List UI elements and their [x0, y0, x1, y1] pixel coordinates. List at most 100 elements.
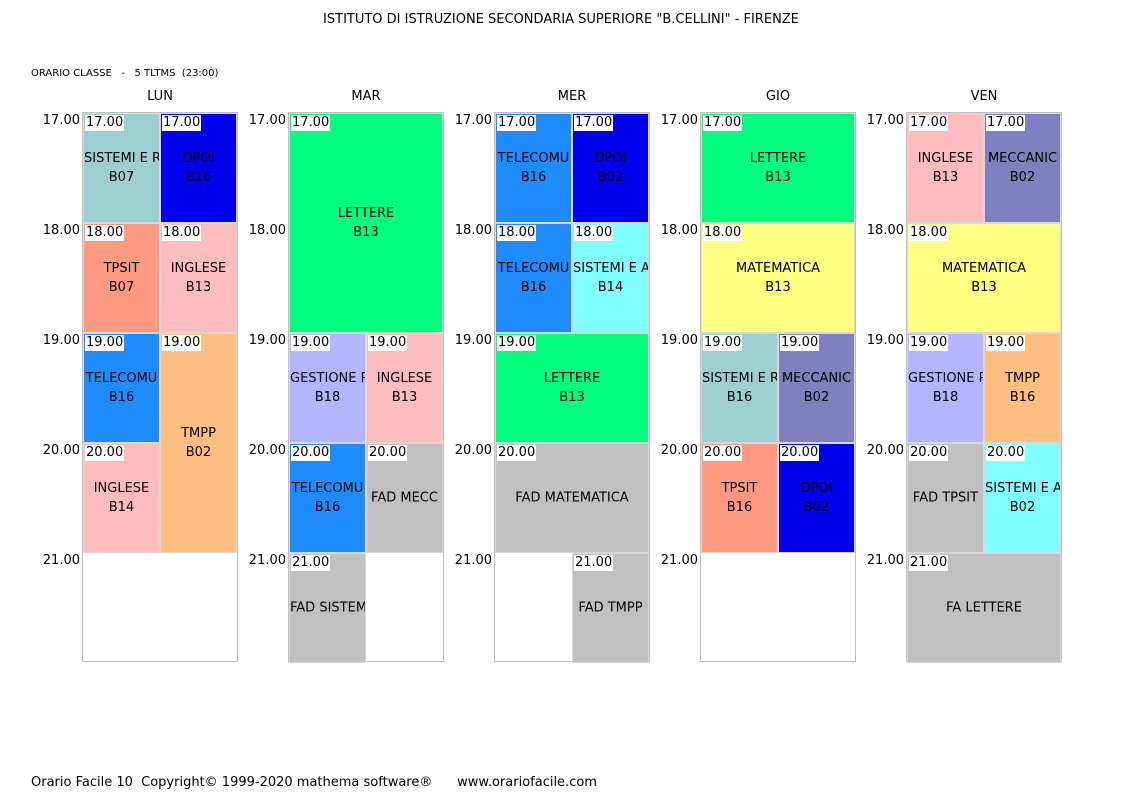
lesson-room: B16: [520, 280, 547, 295]
lesson-info: TPSIT B16: [702, 479, 777, 517]
lesson-cell[interactable]: 20.00 FAD TPSIT: [907, 443, 984, 553]
lesson-cell[interactable]: 17.00 INGLESE B13: [907, 113, 984, 223]
lesson-cell[interactable]: 17.00 DPOI B02: [572, 113, 649, 223]
lesson-room: B16: [520, 170, 547, 185]
lesson-info: FAD MATEMATICA: [496, 489, 648, 508]
lesson-cell[interactable]: 19.00 MECCANIC B02: [778, 333, 855, 443]
lesson-time: 20.00: [291, 445, 331, 461]
lesson-time: 19.00: [85, 335, 125, 351]
lesson-cell[interactable]: 18.00 TELECOMU B16: [495, 223, 572, 333]
lesson-room: B13: [559, 390, 585, 405]
footer-copyright: Orario Facile 10 Copyright© 1999-2020 ma…: [31, 775, 597, 790]
lesson-info: INGLESE B13: [367, 369, 442, 407]
day-header-mar: MAR: [351, 89, 381, 104]
day-grid-mer: 17.00 TELECOMU B16 17.00 DPOI B02 18.00 TELECOM…: [494, 112, 650, 663]
hour-label: 18.00: [660, 223, 698, 238]
lesson-cell[interactable]: 17.00 LETTERE B13: [289, 113, 443, 333]
lesson-cell[interactable]: 21.00 FA LETTERE: [907, 553, 1061, 663]
lesson-room: B02: [803, 390, 830, 405]
lesson-subject: FAD MECC: [371, 490, 438, 506]
lesson-info: TELECOMU B16: [290, 479, 365, 517]
lesson-time: 20.00: [780, 445, 820, 461]
lesson-cell[interactable]: 18.00 INGLESE B13: [160, 223, 237, 333]
lesson-cell[interactable]: 19.00 GESTIONE P B18: [289, 333, 366, 443]
lesson-cell[interactable]: 19.00 TELECOMU B16: [83, 333, 160, 443]
lesson-cell[interactable]: 17.00 MECCANIC B02: [984, 113, 1061, 223]
lesson-cell[interactable]: 19.00 SISTEMI E R B16: [701, 333, 778, 443]
lesson-subject: DPOI: [594, 151, 627, 166]
lesson-info: FAD TMPP: [573, 599, 648, 618]
lesson-cell[interactable]: 21.00 FAD TMPP: [572, 553, 649, 663]
lesson-time: 21.00: [909, 555, 949, 571]
lesson-cell[interactable]: 20.00 FAD MATEMATICA: [495, 443, 649, 553]
lesson-cell[interactable]: 20.00 FAD MECC: [366, 443, 443, 553]
lesson-time: 17.00: [162, 115, 202, 131]
lesson-info: FAD TPSIT: [908, 489, 983, 508]
lesson-subject: INGLESE: [376, 371, 433, 386]
lesson-cell[interactable]: 19.00 GESTIONE P B18: [907, 333, 984, 443]
lesson-cell[interactable]: 20.00 DPOI B02: [778, 443, 855, 553]
lesson-subject: GESTIONE P: [908, 371, 984, 386]
lesson-cell[interactable]: 19.00 TMPP B02: [160, 333, 237, 553]
lesson-info: FAD MECC: [367, 489, 442, 508]
lesson-cell[interactable]: 21.00 FAD SISTEM: [289, 553, 366, 663]
lesson-cell[interactable]: 17.00 SISTEMI E R B07: [83, 113, 160, 223]
lesson-subject: LETTERE: [749, 151, 807, 166]
lesson-cell[interactable]: 19.00 TMPP B16: [984, 333, 1061, 443]
lesson-time: 21.00: [574, 555, 614, 571]
lesson-subject: FAD MATEMATICA: [515, 490, 629, 506]
lesson-info: TMPP B16: [985, 369, 1060, 407]
lesson-cell[interactable]: 18.00 SISTEMI E A B14: [572, 223, 649, 333]
lesson-cell[interactable]: 18.00 TPSIT B07: [83, 223, 160, 333]
lesson-info: DPOI B16: [161, 149, 236, 187]
lesson-room: B07: [108, 280, 135, 295]
lesson-cell[interactable]: 20.00 TELECOMU B16: [289, 443, 366, 553]
hour-label: 18.00: [866, 223, 904, 238]
lesson-subject: MECCANIC: [987, 151, 1058, 166]
hour-label: 20.00: [42, 443, 80, 458]
lesson-cell[interactable]: 19.00 LETTERE B13: [495, 333, 649, 443]
lesson-room: B02: [185, 445, 212, 460]
day-grid-ven: 17.00 INGLESE B13 17.00 MECCANIC B02 18.00 MATE…: [906, 112, 1062, 663]
lesson-room: B18: [932, 390, 959, 405]
lesson-info: SISTEMI E A B02: [985, 479, 1060, 517]
lesson-cell[interactable]: 20.00 INGLESE B14: [83, 443, 160, 553]
lesson-time: 18.00: [497, 225, 537, 241]
lesson-cell[interactable]: 17.00 DPOI B16: [160, 113, 237, 223]
lesson-info: TMPP B02: [161, 424, 236, 462]
lesson-info: LETTERE B13: [702, 149, 854, 187]
lesson-subject: GESTIONE P: [290, 371, 366, 386]
lesson-subject: SISTEMI E R: [84, 151, 160, 166]
lesson-time: 17.00: [986, 115, 1026, 131]
lesson-time: 18.00: [85, 225, 125, 241]
hour-label: 21.00: [248, 553, 286, 568]
lesson-cell[interactable]: 17.00 TELECOMU B16: [495, 113, 572, 223]
hour-label: 17.00: [248, 113, 286, 128]
lesson-cell[interactable]: 18.00 MATEMATICA B13: [907, 223, 1061, 333]
lesson-cell[interactable]: 18.00 MATEMATICA B13: [701, 223, 855, 333]
lesson-subject: MECCANIC: [781, 371, 852, 386]
lesson-info: FAD SISTEM: [290, 599, 365, 618]
hour-label: 18.00: [42, 223, 80, 238]
lesson-cell[interactable]: 17.00 LETTERE B13: [701, 113, 855, 223]
lesson-subject: TPSIT: [103, 261, 140, 276]
lesson-subject: INGLESE: [93, 481, 150, 496]
lesson-subject: LETTERE: [543, 371, 601, 386]
lesson-time: 19.00: [909, 335, 949, 351]
lesson-time: 17.00: [703, 115, 743, 131]
lesson-time: 19.00: [368, 335, 408, 351]
lesson-subject: FAD TMPP: [578, 600, 643, 616]
hour-label: 18.00: [454, 223, 492, 238]
lesson-room: B18: [314, 390, 341, 405]
lesson-cell[interactable]: 20.00 TPSIT B16: [701, 443, 778, 553]
lesson-time: 20.00: [85, 445, 125, 461]
lesson-cell[interactable]: 19.00 INGLESE B13: [366, 333, 443, 443]
lesson-room: B14: [108, 500, 135, 515]
hour-label: 21.00: [454, 553, 492, 568]
lesson-subject: MATEMATICA: [941, 261, 1027, 276]
lesson-subject: LETTERE: [337, 206, 395, 221]
hour-label: 19.00: [454, 333, 492, 348]
lesson-cell[interactable]: 20.00 SISTEMI E A B02: [984, 443, 1061, 553]
lesson-subject: DPOI: [800, 481, 833, 496]
lesson-room: B16: [726, 500, 753, 515]
